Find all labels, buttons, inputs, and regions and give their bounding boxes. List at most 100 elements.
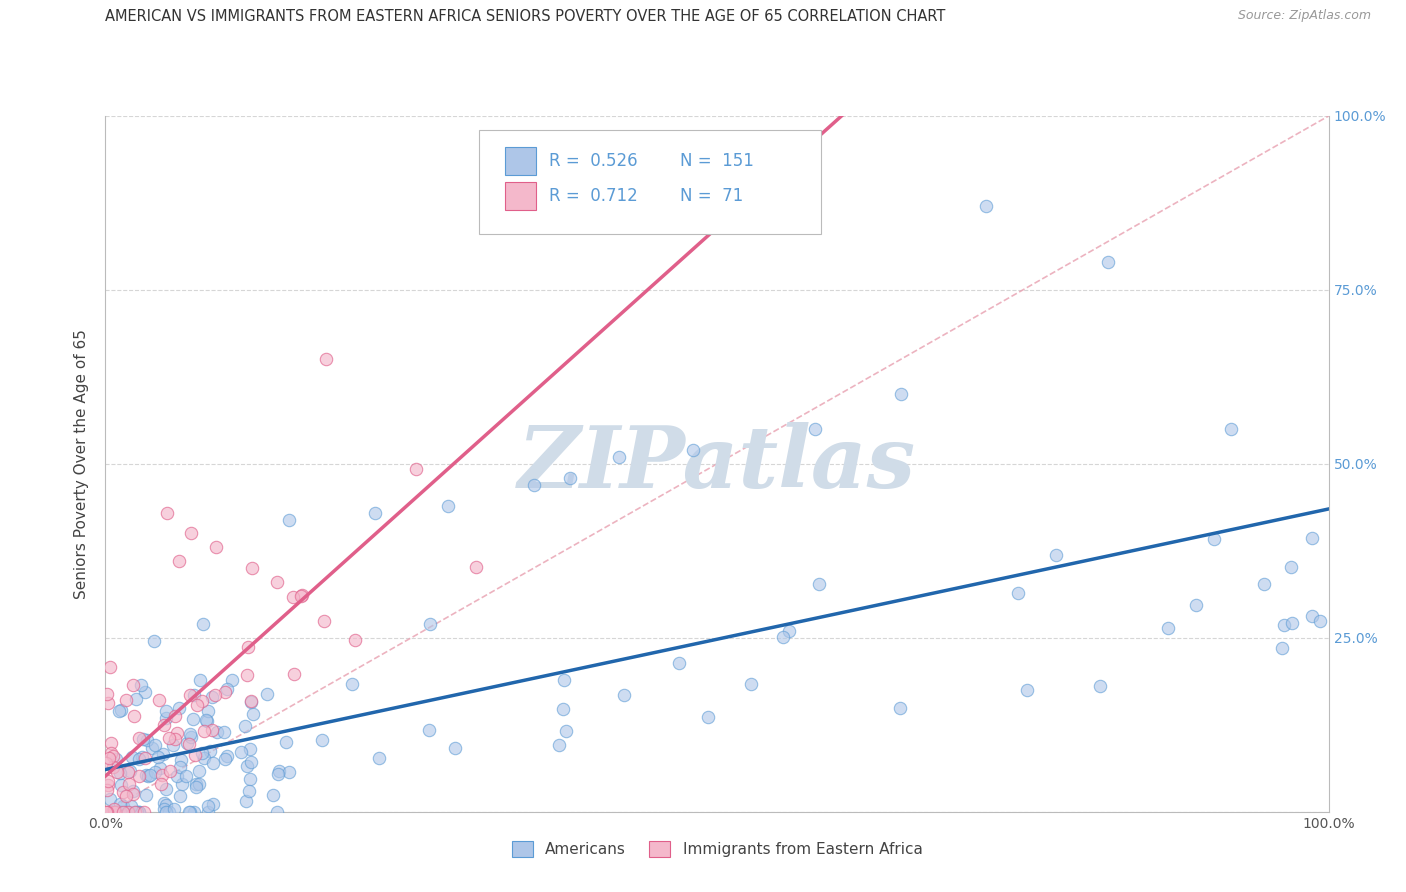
Point — [240, 561, 263, 575]
Point — [311, 732, 333, 747]
Point — [214, 685, 236, 699]
Point — [201, 797, 224, 811]
Point — [179, 805, 201, 819]
FancyBboxPatch shape — [505, 147, 536, 175]
Point — [464, 560, 486, 574]
Point — [124, 805, 146, 819]
Point — [125, 691, 148, 706]
Point — [974, 199, 997, 213]
Point — [157, 731, 180, 746]
Point — [117, 764, 139, 779]
Point — [114, 805, 136, 819]
Point — [97, 777, 120, 791]
Point — [193, 751, 215, 765]
Point — [179, 727, 201, 741]
Point — [553, 702, 575, 716]
Point — [183, 805, 205, 819]
Point — [613, 688, 636, 702]
Point — [1097, 255, 1119, 269]
Point — [170, 777, 193, 791]
Point — [267, 764, 290, 779]
Point — [110, 703, 132, 717]
Point — [122, 709, 145, 723]
Point — [108, 805, 131, 819]
Point — [772, 631, 794, 645]
Point — [103, 805, 125, 819]
Point — [155, 704, 177, 718]
Point — [143, 738, 166, 752]
Point — [266, 805, 288, 819]
Point — [197, 798, 219, 813]
Point — [405, 462, 427, 476]
Point — [1301, 609, 1323, 624]
Point — [181, 712, 204, 726]
Point — [1309, 615, 1331, 629]
Point — [283, 667, 305, 681]
Point — [148, 693, 170, 707]
Point — [111, 798, 134, 813]
Point — [239, 742, 262, 756]
Point — [1088, 679, 1111, 693]
Point — [117, 805, 139, 819]
Point — [262, 788, 284, 802]
Point — [132, 732, 155, 747]
Point — [153, 802, 176, 816]
Point — [201, 690, 224, 705]
Point — [131, 750, 153, 764]
Point — [115, 789, 138, 803]
Point — [444, 741, 467, 756]
Point — [190, 694, 212, 708]
FancyBboxPatch shape — [478, 130, 821, 235]
Point — [110, 805, 132, 819]
Point — [184, 780, 207, 794]
Point — [170, 753, 193, 767]
Point — [235, 794, 257, 808]
Point — [108, 797, 131, 811]
Point — [682, 442, 704, 457]
Point — [315, 352, 337, 367]
Point — [256, 687, 278, 701]
Point — [152, 747, 174, 761]
Point — [159, 764, 181, 778]
Point — [101, 805, 124, 819]
Point — [201, 723, 224, 737]
Point — [314, 614, 336, 628]
Point — [100, 792, 122, 806]
Point — [163, 708, 186, 723]
Point — [162, 738, 184, 752]
Point — [169, 789, 191, 804]
Point — [231, 745, 253, 759]
Point — [522, 477, 544, 491]
Point — [1007, 586, 1029, 600]
Point — [96, 756, 118, 770]
Point — [554, 723, 576, 738]
Point — [1015, 682, 1038, 697]
Point — [204, 541, 226, 555]
Point — [668, 656, 690, 670]
Point — [128, 751, 150, 765]
Point — [157, 805, 180, 819]
Point — [1204, 532, 1226, 546]
Point — [266, 575, 288, 590]
Point — [134, 685, 156, 699]
Point — [195, 714, 218, 728]
Point — [215, 681, 238, 696]
Point — [778, 624, 800, 639]
Point — [177, 805, 200, 819]
Point — [740, 677, 762, 691]
Point — [169, 760, 191, 774]
Point — [117, 805, 139, 819]
Point — [343, 632, 366, 647]
Point — [242, 706, 264, 721]
Point — [96, 805, 118, 819]
Point — [112, 785, 135, 799]
Point — [112, 805, 135, 819]
Point — [276, 735, 298, 749]
Point — [198, 743, 221, 757]
Point — [193, 723, 215, 738]
Point — [122, 787, 145, 801]
Point — [278, 764, 301, 779]
Point — [129, 678, 152, 692]
Point — [128, 805, 150, 819]
Point — [139, 767, 162, 781]
